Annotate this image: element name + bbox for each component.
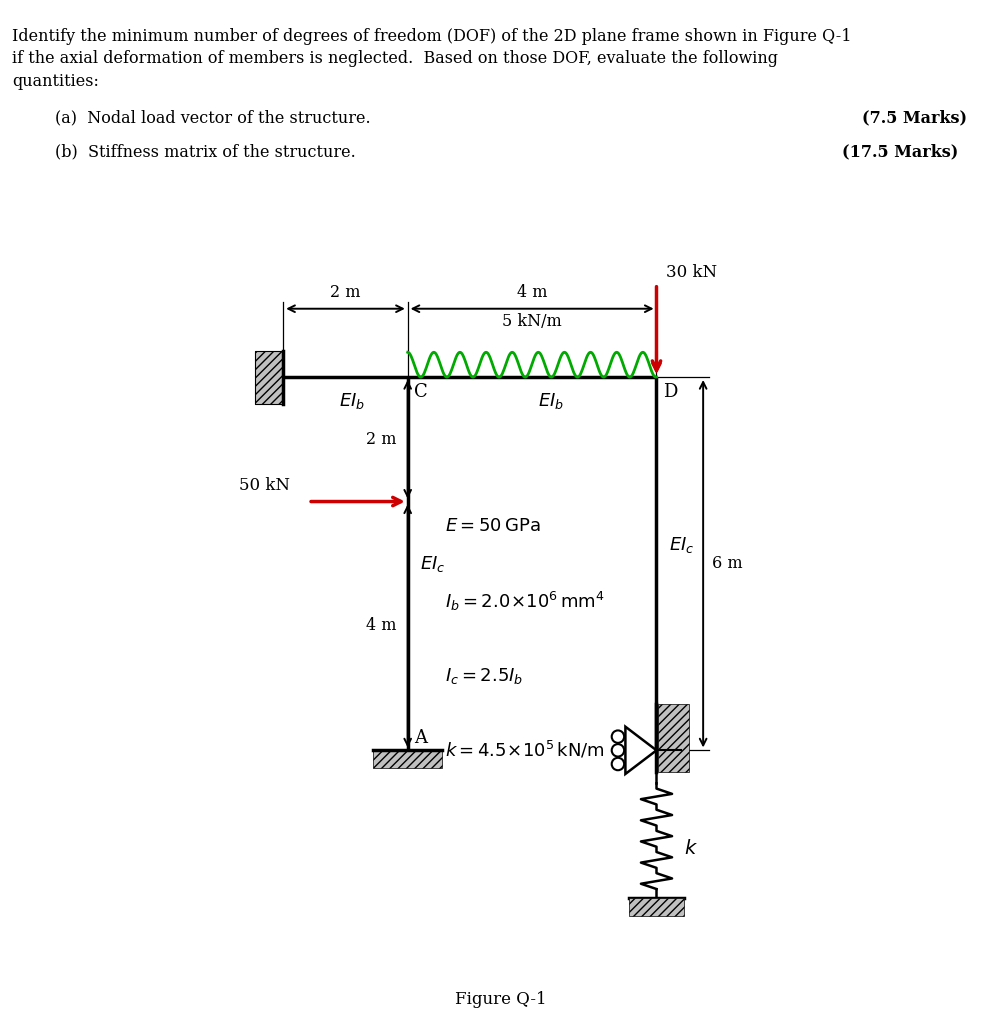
Text: E: E bbox=[662, 757, 675, 774]
Text: 50 kN: 50 kN bbox=[238, 477, 290, 494]
Text: (b)  Stiffness matrix of the structure.: (b) Stiffness matrix of the structure. bbox=[55, 143, 356, 161]
Text: if the axial deformation of members is neglected.  Based on those DOF, evaluate : if the axial deformation of members is n… bbox=[12, 50, 778, 68]
Text: 5 kN/m: 5 kN/m bbox=[502, 313, 562, 331]
Text: Identify the minimum number of degrees of freedom (DOF) of the 2D plane frame sh: Identify the minimum number of degrees o… bbox=[12, 28, 852, 45]
Text: 30 kN: 30 kN bbox=[665, 264, 717, 281]
FancyBboxPatch shape bbox=[256, 350, 284, 403]
Text: 4 m: 4 m bbox=[366, 617, 397, 635]
Text: $k = 4.5\!\times\!10^5\,\mathrm{kN/m}$: $k = 4.5\!\times\!10^5\,\mathrm{kN/m}$ bbox=[445, 739, 605, 761]
Text: $EI_b$: $EI_b$ bbox=[538, 391, 564, 411]
Text: C: C bbox=[414, 383, 428, 401]
Text: (7.5 Marks): (7.5 Marks) bbox=[862, 110, 967, 127]
Bar bbox=[657, 703, 688, 772]
Bar bbox=[256, 350, 284, 403]
Text: (a)  Nodal load vector of the structure.: (a) Nodal load vector of the structure. bbox=[55, 110, 371, 127]
Text: (17.5 Marks): (17.5 Marks) bbox=[842, 143, 958, 161]
Text: $EI_c$: $EI_c$ bbox=[420, 554, 446, 573]
Text: 2 m: 2 m bbox=[366, 431, 397, 447]
Text: $EI_b$: $EI_b$ bbox=[339, 391, 365, 411]
Text: A: A bbox=[414, 729, 427, 748]
Bar bbox=[628, 898, 684, 915]
Text: $I_b = 2.0\!\times\!10^6\,\mathrm{mm}^4$: $I_b = 2.0\!\times\!10^6\,\mathrm{mm}^4$ bbox=[445, 590, 605, 612]
Text: $I_c = 2.5I_b$: $I_c = 2.5I_b$ bbox=[445, 666, 523, 686]
Text: 2 m: 2 m bbox=[331, 285, 361, 301]
Text: $E = 50\,\mathrm{GPa}$: $E = 50\,\mathrm{GPa}$ bbox=[445, 517, 541, 536]
Text: quantities:: quantities: bbox=[12, 73, 99, 90]
Text: B: B bbox=[266, 386, 279, 404]
Text: Figure Q-1: Figure Q-1 bbox=[455, 990, 547, 1008]
Text: $EI_c$: $EI_c$ bbox=[669, 536, 694, 555]
Text: 4 m: 4 m bbox=[517, 285, 547, 301]
Text: 6 m: 6 m bbox=[712, 555, 743, 572]
Text: D: D bbox=[662, 383, 677, 401]
Text: $k$: $k$ bbox=[684, 839, 698, 858]
Bar bbox=[374, 751, 442, 768]
